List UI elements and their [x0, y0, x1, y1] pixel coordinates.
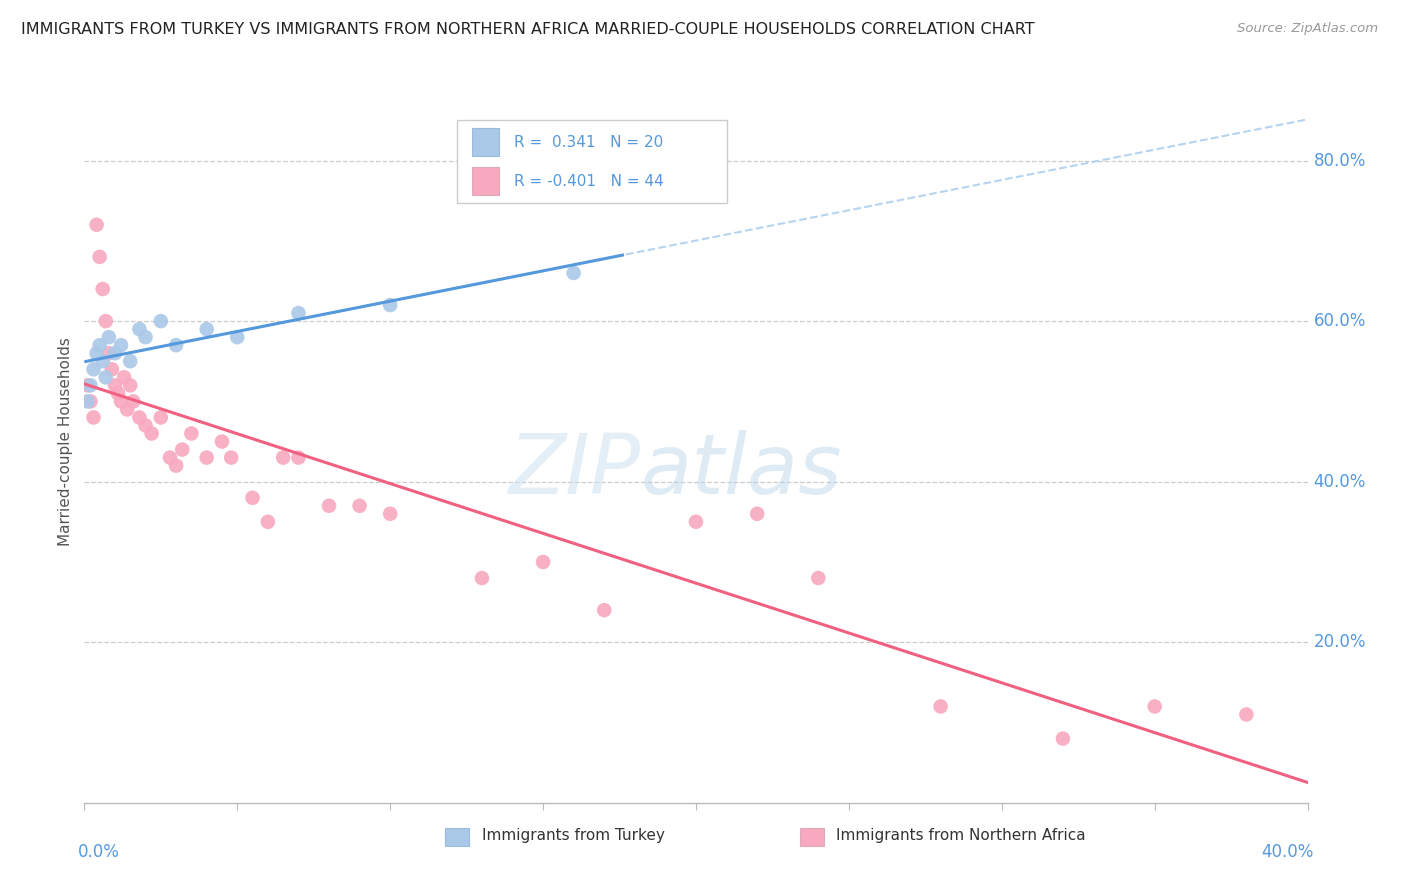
Point	[107, 386, 129, 401]
Point	[531, 555, 554, 569]
Point	[135, 330, 157, 344]
Point	[104, 378, 127, 392]
Point	[83, 362, 105, 376]
Point	[128, 410, 150, 425]
Text: 80.0%: 80.0%	[1313, 152, 1367, 169]
Text: Immigrants from Northern Africa: Immigrants from Northern Africa	[837, 828, 1085, 843]
Point	[287, 306, 309, 320]
Bar	[800, 828, 824, 847]
Point	[226, 330, 249, 344]
Point	[104, 346, 127, 360]
Text: 0.0%: 0.0%	[79, 843, 120, 861]
Point	[318, 499, 340, 513]
Point	[929, 699, 952, 714]
Point	[747, 507, 769, 521]
Point	[149, 410, 172, 425]
Point	[165, 458, 187, 473]
Point	[271, 450, 294, 465]
Bar	[446, 828, 470, 847]
Text: 40.0%: 40.0%	[1261, 843, 1313, 861]
Point	[685, 515, 707, 529]
Point	[94, 370, 117, 384]
Point	[86, 346, 108, 360]
Bar	[472, 168, 499, 194]
Point	[76, 394, 98, 409]
Point	[159, 450, 181, 465]
Point	[115, 402, 138, 417]
Point	[1052, 731, 1074, 746]
Point	[257, 515, 280, 529]
Point	[110, 338, 132, 352]
Point	[135, 418, 157, 433]
Point	[89, 338, 111, 352]
Text: Source: ZipAtlas.com: Source: ZipAtlas.com	[1237, 22, 1378, 36]
Point	[97, 346, 120, 360]
Point	[593, 603, 616, 617]
FancyBboxPatch shape	[457, 120, 727, 203]
Point	[101, 362, 124, 376]
Point	[195, 322, 218, 336]
Text: 20.0%: 20.0%	[1313, 633, 1367, 651]
Point	[180, 426, 202, 441]
Point	[141, 426, 163, 441]
Point	[91, 282, 114, 296]
Point	[112, 370, 135, 384]
Text: ZIP: ZIP	[509, 430, 641, 511]
Point	[1236, 707, 1258, 722]
Point	[219, 450, 242, 465]
Point	[211, 434, 233, 449]
Point	[172, 442, 194, 457]
Point	[97, 330, 120, 344]
Point	[110, 394, 132, 409]
Bar	[472, 128, 499, 156]
Text: atlas: atlas	[641, 430, 842, 511]
Point	[349, 499, 371, 513]
Point	[380, 298, 402, 312]
Point	[120, 354, 142, 368]
Point	[79, 378, 101, 392]
Point	[79, 394, 101, 409]
Point	[195, 450, 218, 465]
Point	[94, 314, 117, 328]
Text: R =  0.341   N = 20: R = 0.341 N = 20	[513, 135, 664, 150]
Point	[242, 491, 264, 505]
Point	[807, 571, 830, 585]
Y-axis label: Married-couple Households: Married-couple Households	[58, 337, 73, 546]
Point	[83, 410, 105, 425]
Point	[89, 250, 111, 264]
Point	[380, 507, 402, 521]
Text: 40.0%: 40.0%	[1313, 473, 1367, 491]
Text: Immigrants from Turkey: Immigrants from Turkey	[482, 828, 665, 843]
Point	[287, 450, 309, 465]
Point	[122, 394, 145, 409]
Point	[149, 314, 172, 328]
Point	[120, 378, 142, 392]
Point	[91, 354, 114, 368]
Point	[76, 378, 98, 392]
Point	[86, 218, 108, 232]
Text: IMMIGRANTS FROM TURKEY VS IMMIGRANTS FROM NORTHERN AFRICA MARRIED-COUPLE HOUSEHO: IMMIGRANTS FROM TURKEY VS IMMIGRANTS FRO…	[21, 22, 1035, 37]
Point	[562, 266, 585, 280]
Point	[165, 338, 187, 352]
Point	[471, 571, 494, 585]
Point	[128, 322, 150, 336]
Text: 60.0%: 60.0%	[1313, 312, 1367, 330]
Point	[1143, 699, 1166, 714]
Text: R = -0.401   N = 44: R = -0.401 N = 44	[513, 174, 664, 188]
